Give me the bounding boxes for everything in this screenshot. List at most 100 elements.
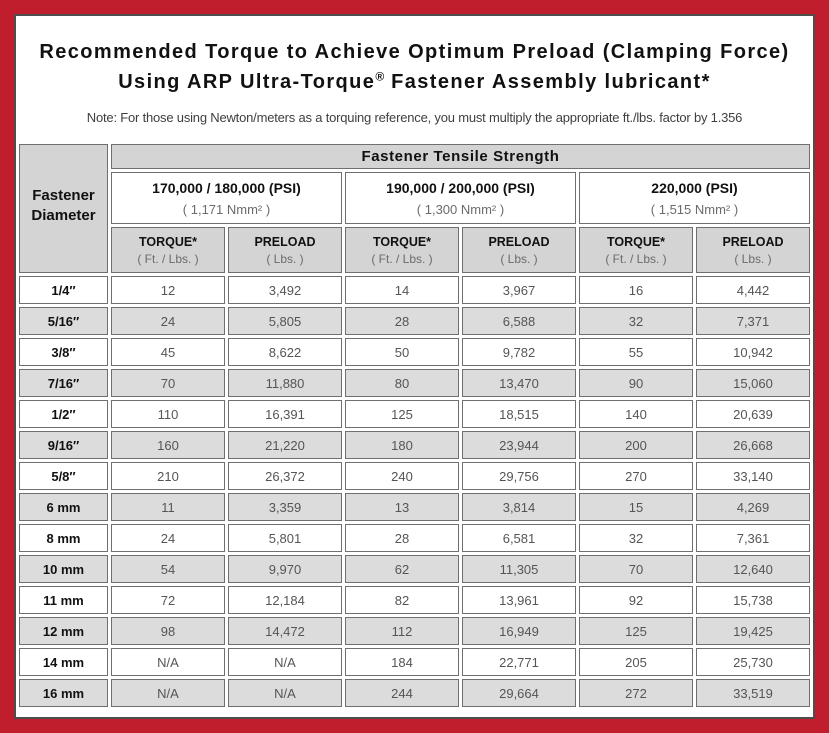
preload-value-cell: 12,184 [228, 586, 342, 614]
fastener-diameter-cell: 5/16″ [19, 307, 108, 335]
fastener-diameter-cell: 1/4″ [19, 276, 108, 304]
torque-value-cell: 82 [345, 586, 459, 614]
preload-value-cell: 9,782 [462, 338, 576, 366]
torque-value-cell: 70 [111, 369, 225, 397]
preload-value-cell: N/A [228, 679, 342, 707]
fastener-diameter-cell: 8 mm [19, 524, 108, 552]
content-panel: Recommended Torque to Achieve Optimum Pr… [14, 14, 815, 719]
preload-value-cell: 26,668 [696, 431, 810, 459]
nmm-label: ( 1,515 Nmm² ) [650, 201, 739, 217]
preload-value-cell: 29,756 [462, 462, 576, 490]
fastener-diameter-line1: Fastener [32, 187, 95, 204]
preload-column-header: PRELOAD ( Lbs. ) [696, 227, 810, 273]
preload-value-cell: 12,640 [696, 555, 810, 583]
preload-unit: ( Lbs. ) [734, 251, 772, 266]
fastener-diameter-cell: 9/16″ [19, 431, 108, 459]
torque-column-header: TORQUE* ( Ft. / Lbs. ) [345, 227, 459, 273]
torque-unit: ( Ft. / Lbs. ) [371, 251, 433, 266]
fastener-diameter-cell: 11 mm [19, 586, 108, 614]
torque-value-cell: 16 [579, 276, 693, 304]
table-row: 5/8″ 210 26,372 240 29,756 270 33,140 [19, 462, 810, 490]
torque-value-cell: 55 [579, 338, 693, 366]
torque-value-cell: 24 [111, 524, 225, 552]
torque-value-cell: 15 [579, 493, 693, 521]
preload-value-cell: 21,220 [228, 431, 342, 459]
page-title: Recommended Torque to Achieve Optimum Pr… [16, 37, 813, 97]
fastener-diameter-cell: 3/8″ [19, 338, 108, 366]
preload-value-cell: 5,801 [228, 524, 342, 552]
preload-label: PRELOAD [254, 234, 316, 249]
fastener-diameter-cell: 1/2″ [19, 400, 108, 428]
psi-label: 190,000 / 200,000 (PSI) [386, 179, 535, 196]
fastener-diameter-cell: 14 mm [19, 648, 108, 676]
preload-unit: ( Lbs. ) [500, 251, 538, 266]
torque-value-cell: 32 [579, 307, 693, 335]
registered-trademark-mark: ® [375, 69, 385, 84]
psi-label: 220,000 (PSI) [651, 179, 738, 196]
torque-value-cell: 98 [111, 617, 225, 645]
preload-value-cell: 33,519 [696, 679, 810, 707]
preload-label: PRELOAD [488, 234, 550, 249]
torque-value-cell: N/A [111, 648, 225, 676]
table-row: 7/16″ 70 11,880 80 13,470 90 15,060 [19, 369, 810, 397]
torque-column-header: TORQUE* ( Ft. / Lbs. ) [579, 227, 693, 273]
preload-value-cell: 13,470 [462, 369, 576, 397]
preload-unit: ( Lbs. ) [266, 251, 304, 266]
torque-value-cell: 62 [345, 555, 459, 583]
torque-value-cell: 12 [111, 276, 225, 304]
preload-value-cell: 3,492 [228, 276, 342, 304]
table-row: 1/2″ 110 16,391 125 18,515 140 20,639 [19, 400, 810, 428]
torque-label: TORQUE* [372, 234, 432, 249]
table-row: 11 mm 72 12,184 82 13,961 92 15,738 [19, 586, 810, 614]
preload-value-cell: 11,880 [228, 369, 342, 397]
tensile-strength-header: Fastener Tensile Strength [111, 144, 810, 169]
torque-label: TORQUE* [606, 234, 666, 249]
nmm-label: ( 1,171 Nmm² ) [182, 201, 271, 217]
torque-unit: ( Ft. / Lbs. ) [605, 251, 667, 266]
torque-label: TORQUE* [138, 234, 198, 249]
table-row: 12 mm 98 14,472 112 16,949 125 19,425 [19, 617, 810, 645]
preload-value-cell: 8,622 [228, 338, 342, 366]
torque-value-cell: 125 [579, 617, 693, 645]
fastener-diameter-cell: 5/8″ [19, 462, 108, 490]
preload-value-cell: 20,639 [696, 400, 810, 428]
preload-value-cell: 3,814 [462, 493, 576, 521]
torque-value-cell: 200 [579, 431, 693, 459]
preload-value-cell: N/A [228, 648, 342, 676]
torque-value-cell: 244 [345, 679, 459, 707]
tensile-strength-row: Fastener Diameter Fastener Tensile Stren… [19, 144, 810, 273]
nmm-label: ( 1,300 Nmm² ) [416, 201, 505, 217]
table-body: 1/4″ 12 3,492 14 3,967 16 4,442 5/16″ 24 5,805 28 6… [19, 276, 810, 707]
torque-value-cell: 45 [111, 338, 225, 366]
preload-value-cell: 4,442 [696, 276, 810, 304]
torque-value-cell: 28 [345, 524, 459, 552]
table-row: 10 mm 54 9,970 62 11,305 70 12,640 [19, 555, 810, 583]
preload-value-cell: 5,805 [228, 307, 342, 335]
table-row: 9/16″ 160 21,220 180 23,944 200 26,668 [19, 431, 810, 459]
preload-column-header: PRELOAD ( Lbs. ) [462, 227, 576, 273]
torque-spec-table: Fastener Diameter Fastener Tensile Stren… [16, 141, 813, 710]
fastener-diameter-cell: 6 mm [19, 493, 108, 521]
torque-value-cell: 14 [345, 276, 459, 304]
preload-label: PRELOAD [722, 234, 784, 249]
torque-value-cell: 13 [345, 493, 459, 521]
preload-value-cell: 18,515 [462, 400, 576, 428]
torque-value-cell: 92 [579, 586, 693, 614]
preload-value-cell: 19,425 [696, 617, 810, 645]
preload-value-cell: 16,949 [462, 617, 576, 645]
preload-value-cell: 25,730 [696, 648, 810, 676]
preload-value-cell: 14,472 [228, 617, 342, 645]
preload-value-cell: 33,140 [696, 462, 810, 490]
fastener-diameter-cell: 12 mm [19, 617, 108, 645]
torque-value-cell: 160 [111, 431, 225, 459]
torque-value-cell: 240 [345, 462, 459, 490]
preload-value-cell: 6,588 [462, 307, 576, 335]
torque-value-cell: 50 [345, 338, 459, 366]
title-line-2-end: Fastener Assembly lubricant* [384, 71, 711, 93]
torque-value-cell: 80 [345, 369, 459, 397]
title-block: Recommended Torque to Achieve Optimum Pr… [16, 16, 813, 141]
title-line-2: Using ARP Ultra-Torque [118, 71, 376, 93]
table-row: 3/8″ 45 8,622 50 9,782 55 10,942 [19, 338, 810, 366]
fastener-diameter-cell: 10 mm [19, 555, 108, 583]
fastener-diameter-cell: 7/16″ [19, 369, 108, 397]
